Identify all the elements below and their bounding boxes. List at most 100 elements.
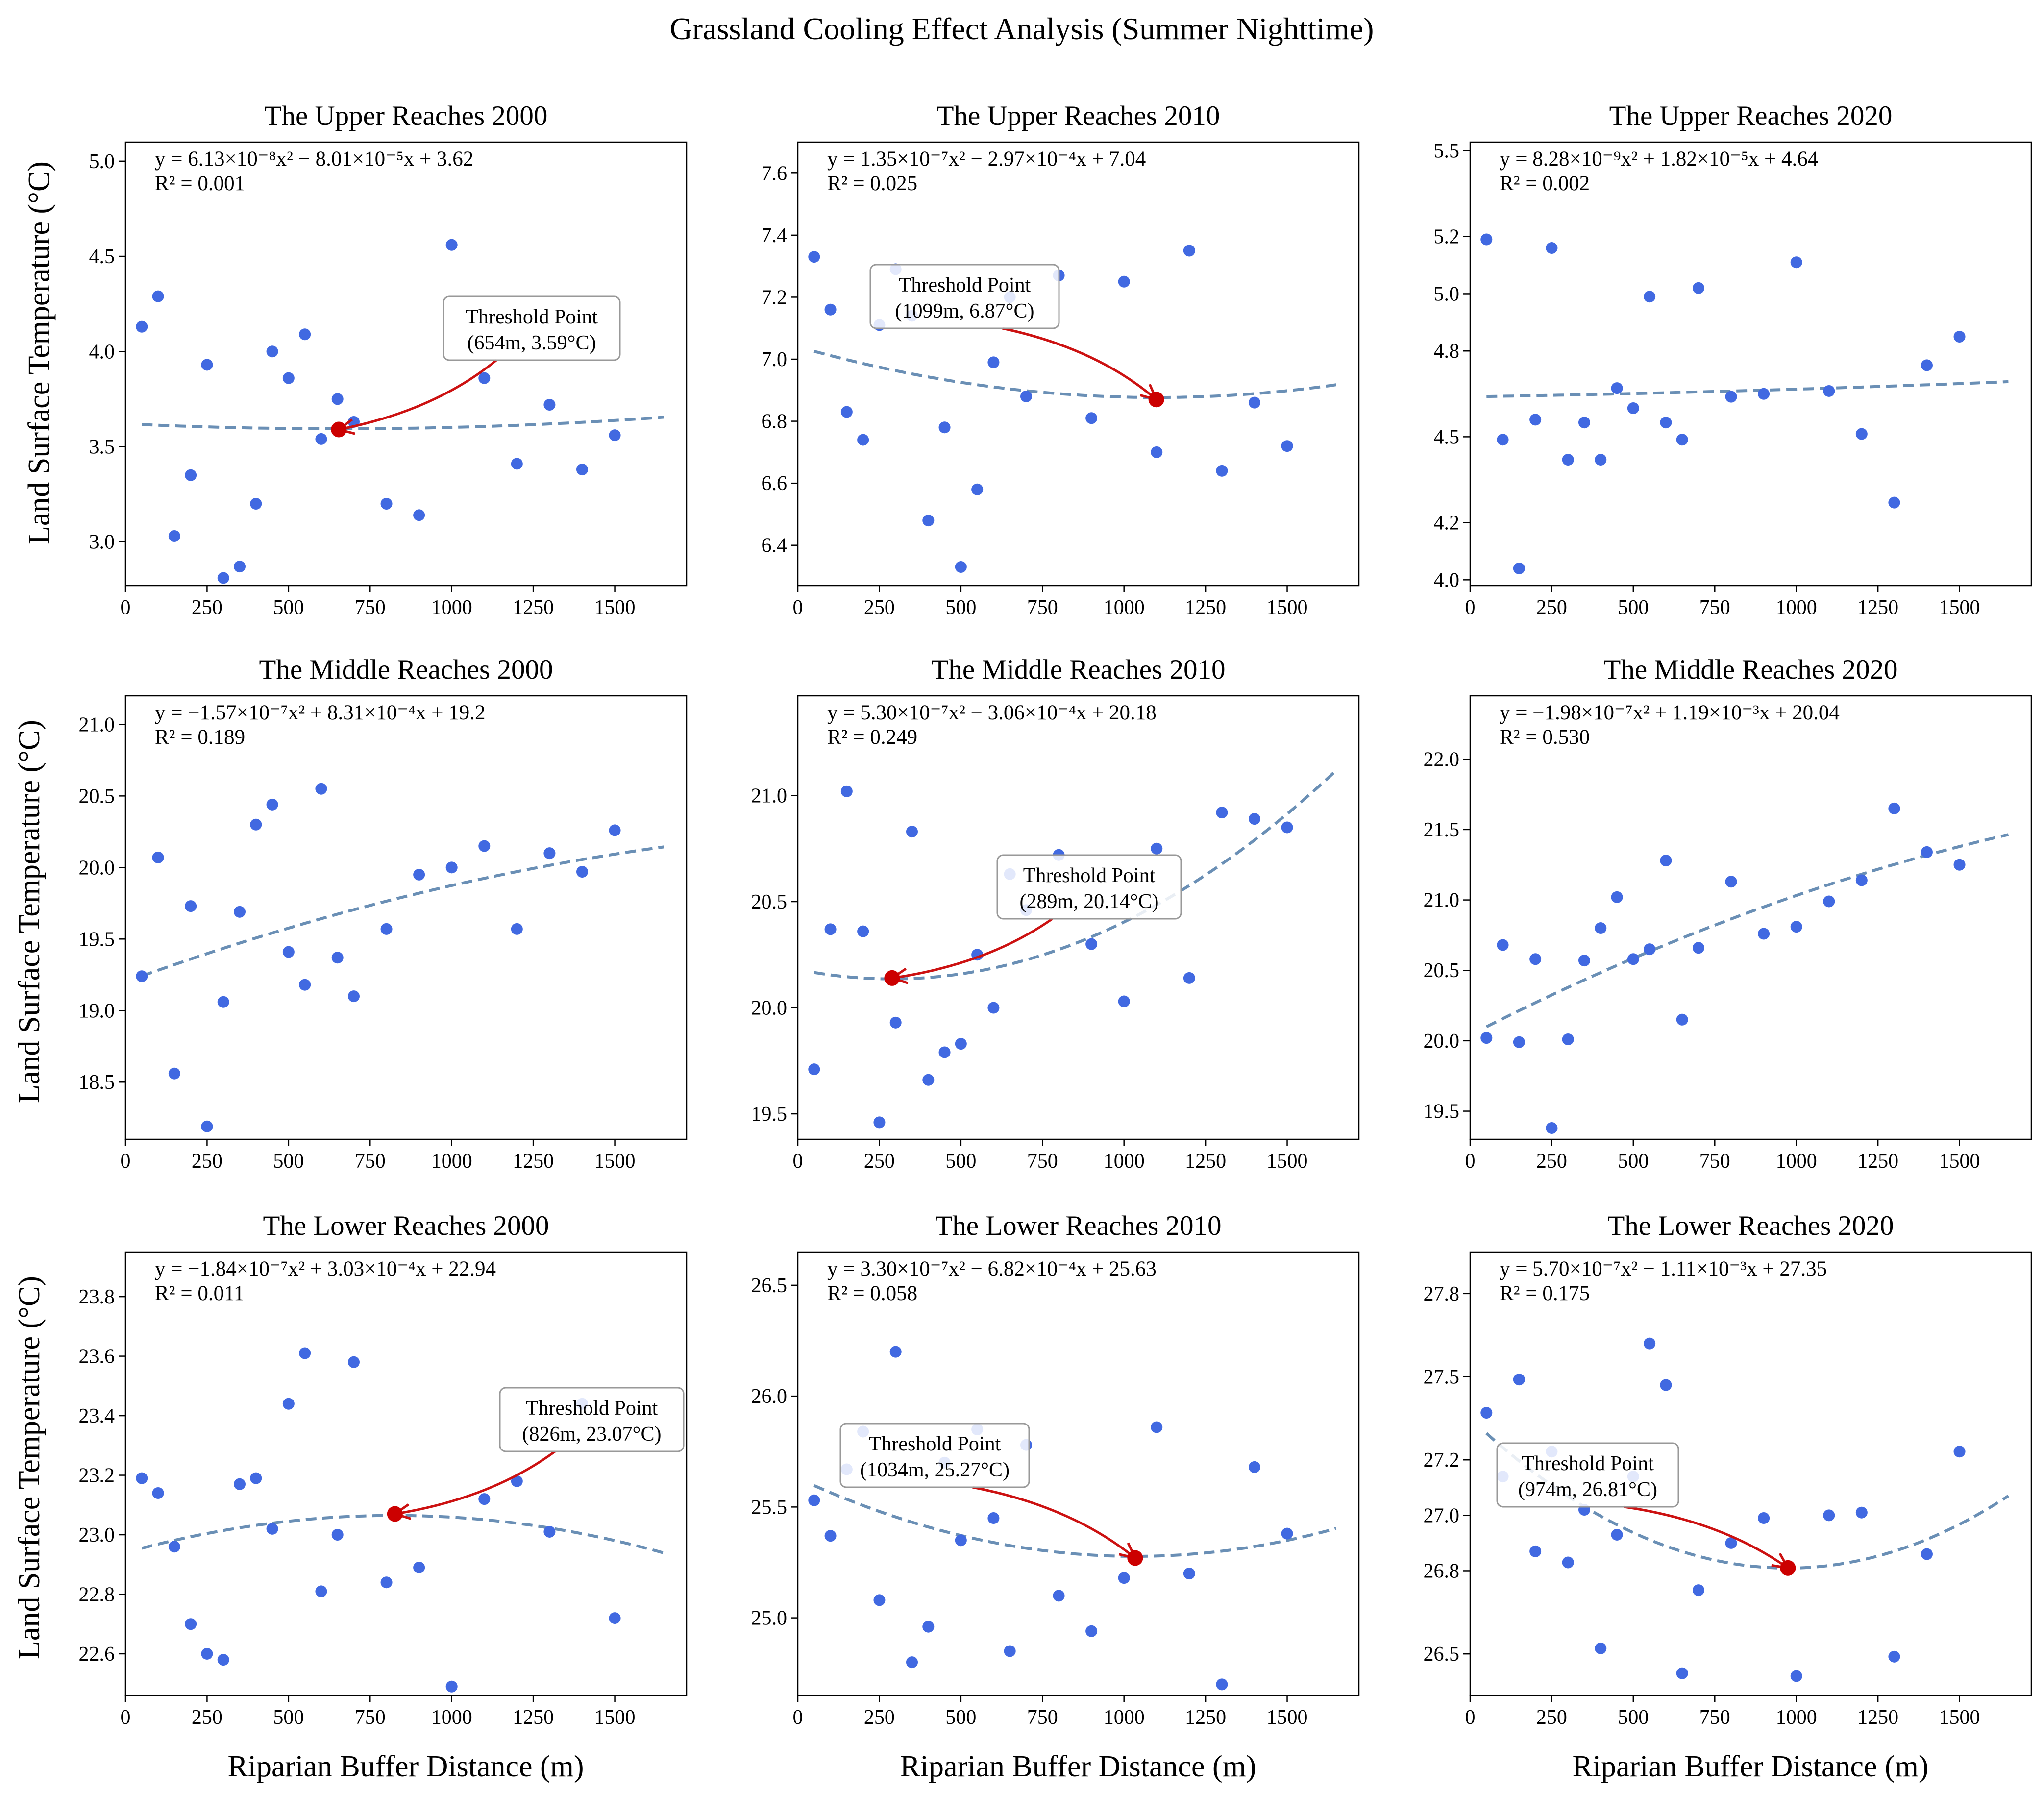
data-point — [201, 1120, 213, 1132]
threshold-box — [839, 1423, 1030, 1488]
x-tick-label: 750 — [1699, 1150, 1730, 1173]
data-point — [1660, 855, 1672, 867]
fit-curve — [1486, 380, 2009, 398]
data-point — [1676, 1013, 1688, 1026]
x-tick-label: 750 — [355, 596, 386, 619]
y-tick-label: 22.0 — [1424, 748, 1460, 771]
x-tick-label: 1250 — [513, 1150, 554, 1173]
y-tick-label: 5.5 — [1434, 140, 1460, 163]
data-point — [824, 303, 837, 316]
axes-frame — [124, 1251, 688, 1696]
y-tick-label: 19.5 — [1424, 1101, 1460, 1123]
data-point — [152, 851, 164, 863]
data-point — [1216, 1678, 1228, 1691]
data-point — [250, 1472, 262, 1484]
x-tick-label: 750 — [355, 1706, 386, 1729]
data-point — [1480, 1032, 1493, 1044]
data-point — [1823, 895, 1835, 908]
data-point — [987, 1002, 1000, 1014]
x-tick-label: 1250 — [1185, 596, 1226, 619]
data-point — [1953, 1446, 1966, 1458]
data-point — [1888, 1650, 1900, 1663]
fit-curve — [813, 769, 1337, 981]
data-point — [1497, 434, 1509, 446]
data-point — [1921, 359, 1933, 371]
data-point — [609, 824, 621, 836]
r-squared: R² = 0.011 — [155, 1282, 244, 1305]
data-point — [1085, 938, 1098, 950]
y-tick-label: 23.8 — [79, 1286, 115, 1308]
y-tick-label: 20.5 — [79, 785, 115, 808]
x-tick-label: 250 — [864, 1150, 895, 1173]
data-point — [1595, 922, 1607, 934]
data-point — [217, 996, 229, 1008]
y-tick-label: 20.0 — [1424, 1030, 1460, 1053]
threshold-value: (654m, 3.59°C) — [468, 332, 596, 354]
x-tick-label: 1000 — [1104, 1706, 1145, 1729]
y-tick-label: 7.2 — [762, 286, 788, 309]
r-squared: R² = 0.002 — [1500, 172, 1590, 195]
y-tick-label: 20.0 — [751, 997, 788, 1020]
panel-7: The Lower Reaches 2000 0 250 500 750 1000 1250… — [79, 1210, 688, 1729]
y-tick-label: 20.5 — [751, 891, 788, 913]
y-tick-label: 26.5 — [751, 1275, 788, 1297]
data-point — [873, 1594, 886, 1606]
x-tick-label: 0 — [121, 1706, 131, 1729]
data-point — [1085, 1625, 1098, 1637]
x-tick-label: 500 — [273, 1150, 304, 1173]
threshold-arrow — [892, 917, 1053, 980]
data-point — [808, 1063, 820, 1076]
y-tick-label: 21.5 — [1424, 819, 1460, 841]
data-point — [315, 1585, 327, 1597]
data-point — [1248, 396, 1260, 409]
data-point — [987, 356, 1000, 368]
data-point — [609, 1612, 621, 1624]
data-point — [266, 798, 278, 811]
x-tick-label: 250 — [192, 1150, 222, 1173]
data-point — [922, 1074, 935, 1086]
data-point — [889, 1346, 902, 1358]
threshold-label: Threshold Point — [466, 306, 598, 328]
x-tick-label: 1500 — [594, 1150, 636, 1173]
data-point — [1790, 1670, 1802, 1682]
data-point — [938, 1046, 951, 1058]
fit-equation: y = 8.28×10⁻⁹x² + 1.82×10⁻⁵x + 4.64 — [1500, 147, 1818, 171]
xlabel-col-1: Riparian Buffer Distance (m) — [227, 1750, 584, 1783]
y-tick-label: 21.0 — [1424, 889, 1460, 912]
threshold-box — [996, 854, 1182, 920]
fit-equation: y = −1.84×10⁻⁷x² + 3.03×10⁻⁴x + 22.94 — [155, 1257, 496, 1280]
data-point — [1480, 1407, 1493, 1419]
x-tick-label: 1500 — [1267, 596, 1308, 619]
data-point — [987, 1512, 1000, 1524]
panel-6: The Middle Reaches 2020 0 250 500 750 1000 125… — [1424, 654, 2032, 1173]
x-tick-label: 250 — [864, 1706, 895, 1729]
data-point — [1497, 939, 1509, 951]
data-point — [1546, 242, 1558, 254]
fit-curve — [142, 416, 664, 430]
ylabel-row-3: Land Surface Temperature (°C) — [13, 1276, 46, 1659]
threshold-point — [1780, 1560, 1796, 1576]
fit-equation: y = −1.57×10⁻⁷x² + 8.31×10⁻⁴x + 19.2 — [155, 701, 486, 724]
data-point — [233, 1478, 246, 1490]
data-point — [1151, 446, 1163, 458]
panel-4: The Middle Reaches 2000 0 250 500 750 1000 125… — [79, 654, 688, 1173]
x-tick-label: 250 — [1536, 596, 1567, 619]
data-point — [1595, 1642, 1607, 1654]
y-tick-label: 26.0 — [751, 1385, 788, 1408]
threshold-label: Threshold Point — [1522, 1452, 1654, 1475]
fit-curve — [813, 1484, 1337, 1558]
data-point — [282, 946, 295, 958]
data-point — [1790, 256, 1802, 269]
data-point — [824, 923, 837, 935]
axes-frame — [124, 141, 688, 587]
data-point — [315, 783, 327, 795]
data-point — [1562, 454, 1574, 466]
data-point — [1151, 842, 1163, 855]
data-point — [906, 1656, 918, 1669]
y-tick-label: 27.2 — [1424, 1449, 1460, 1472]
data-point — [1118, 995, 1130, 1007]
panel-9: The Lower Reaches 2020 0 250 500 750 1000 1250… — [1424, 1210, 2032, 1729]
data-point — [1644, 291, 1656, 303]
panel-title: The Lower Reaches 2000 — [263, 1210, 549, 1241]
